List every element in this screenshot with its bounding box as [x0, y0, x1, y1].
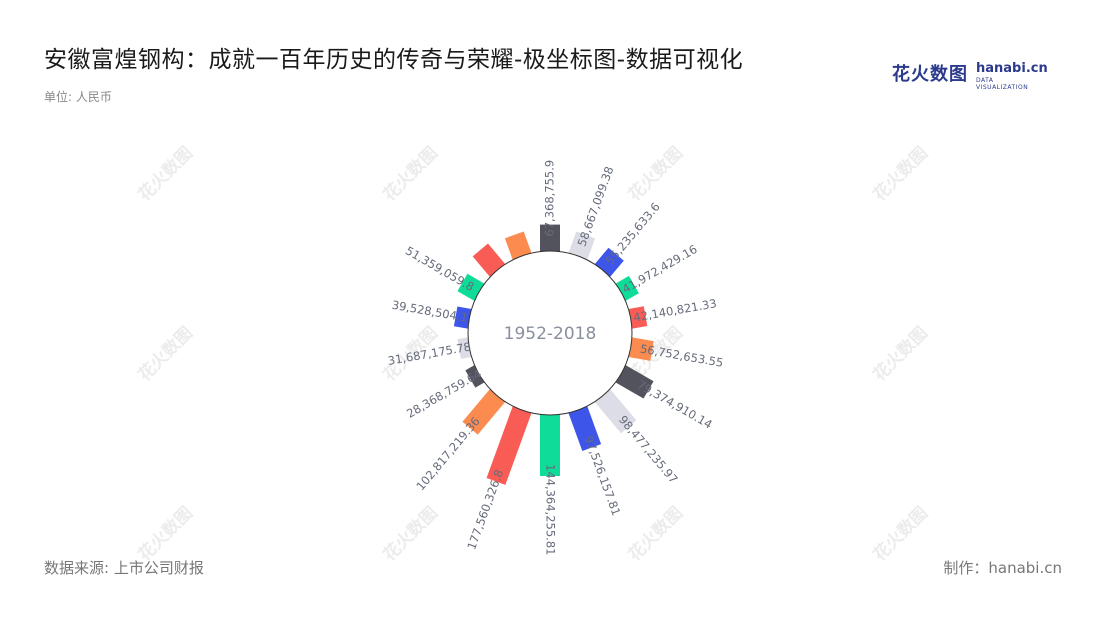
data-label-2005: 42,140,821.33	[632, 296, 717, 324]
center-circle	[467, 250, 633, 416]
brand-logo: 花火数图 hanabi.cn DATA VISUALIZATION	[892, 60, 1048, 91]
data-label-2016: 51,359,059.8	[403, 243, 477, 294]
bar-2008	[592, 386, 637, 434]
bar-2012	[462, 386, 508, 435]
center-label: 1952-2018	[504, 324, 597, 344]
credit-text: 制作：hanabi.cn	[943, 559, 1062, 577]
data-label-2008: 98,477,235.97	[616, 413, 681, 486]
bar-group	[453, 224, 654, 485]
data-label-2004: 41,972,429.16	[620, 242, 700, 296]
bar-2006	[625, 336, 654, 361]
data-label-2002: 58,667,099.38	[575, 164, 617, 248]
data-label-2011: 177,560,326.8	[464, 468, 506, 552]
data-label-2012: 102,817,219.36	[413, 414, 483, 493]
data-label-2009: 97,526,157.81	[581, 434, 623, 518]
chart-title: 安徽富煌钢构：成就一百年历史的传奇与荣耀-极坐标图-数据可视化	[44, 47, 744, 73]
bar-2013	[465, 363, 488, 388]
data-label-2014: 31,687,175.78	[387, 340, 472, 368]
unit-label: 单位: 人民币	[44, 90, 112, 104]
bar-2011	[486, 402, 533, 485]
data-label-2007: 79,374,910.14	[635, 377, 715, 431]
data-label-2001: 67,368,755.9	[543, 160, 557, 237]
bar-2010	[540, 411, 560, 476]
data-source: 数据来源: 上市公司财报	[44, 559, 204, 577]
logo-sub-text: DATA VISUALIZATION	[976, 77, 1029, 91]
data-label-2003: 55,235,633.6	[603, 200, 663, 268]
data-label-2015: 39,528,504.1	[391, 298, 469, 325]
data-label-2010: 144,364,255.81	[544, 464, 558, 555]
data-label-2006: 56,752,653.55	[639, 342, 724, 370]
bar-2009	[567, 402, 602, 451]
logo-cn-text: 花火数图	[892, 64, 968, 85]
bar-2001	[540, 224, 560, 255]
logo-en-text: hanabi.cn	[976, 61, 1048, 76]
bar-2007	[612, 363, 654, 399]
